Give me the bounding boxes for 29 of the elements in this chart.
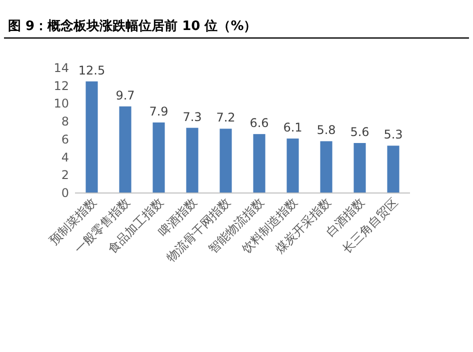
- data-label: 5.8: [316, 123, 336, 138]
- bar: [186, 128, 198, 193]
- data-label: 5.3: [384, 128, 403, 142]
- bar: [86, 81, 98, 193]
- bar: [387, 146, 400, 193]
- data-label: 9.7: [116, 88, 135, 102]
- y-tick-label: 6: [61, 132, 69, 146]
- data-label: 5.6: [350, 125, 370, 139]
- y-tick-label: 0: [61, 186, 69, 200]
- y-tick-label: 10: [54, 96, 69, 111]
- data-label: 6.1: [283, 120, 302, 135]
- y-tick-label: 8: [61, 114, 69, 129]
- data-label: 7.9: [149, 104, 168, 118]
- y-tick-label: 14: [54, 61, 69, 75]
- data-label: 7.2: [216, 110, 236, 125]
- bar: [286, 138, 299, 193]
- bar: [152, 122, 165, 193]
- y-tick-label: 4: [61, 150, 69, 164]
- bar: [119, 106, 132, 193]
- data-label: 7.3: [182, 110, 202, 124]
- data-label: 6.6: [250, 116, 269, 130]
- bar: [320, 141, 332, 193]
- bar: [354, 143, 366, 193]
- y-tick-label: 2: [61, 168, 69, 182]
- chart-title: 图 9：概念板块涨跌幅位居前 10 位（%）: [8, 19, 257, 34]
- bar: [253, 134, 266, 193]
- bar: [220, 128, 232, 193]
- data-label: 12.5: [78, 63, 106, 78]
- y-tick-label: 12: [54, 78, 69, 93]
